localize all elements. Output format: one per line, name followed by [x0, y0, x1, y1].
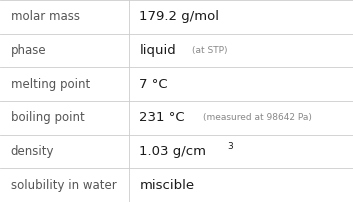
Text: boiling point: boiling point [11, 111, 84, 124]
Text: 231 °C: 231 °C [139, 111, 185, 124]
Text: melting point: melting point [11, 78, 90, 91]
Text: 179.2 g/mol: 179.2 g/mol [139, 10, 220, 23]
Text: (at STP): (at STP) [192, 46, 228, 55]
Text: (measured at 98642 Pa): (measured at 98642 Pa) [203, 113, 312, 122]
Text: liquid: liquid [139, 44, 176, 57]
Text: solubility in water: solubility in water [11, 179, 116, 192]
Text: miscible: miscible [139, 179, 195, 192]
Text: phase: phase [11, 44, 46, 57]
Text: 1.03 g/cm: 1.03 g/cm [139, 145, 207, 158]
Text: density: density [11, 145, 54, 158]
Text: 3: 3 [227, 142, 233, 151]
Text: 7 °C: 7 °C [139, 78, 168, 91]
Text: molar mass: molar mass [11, 10, 79, 23]
